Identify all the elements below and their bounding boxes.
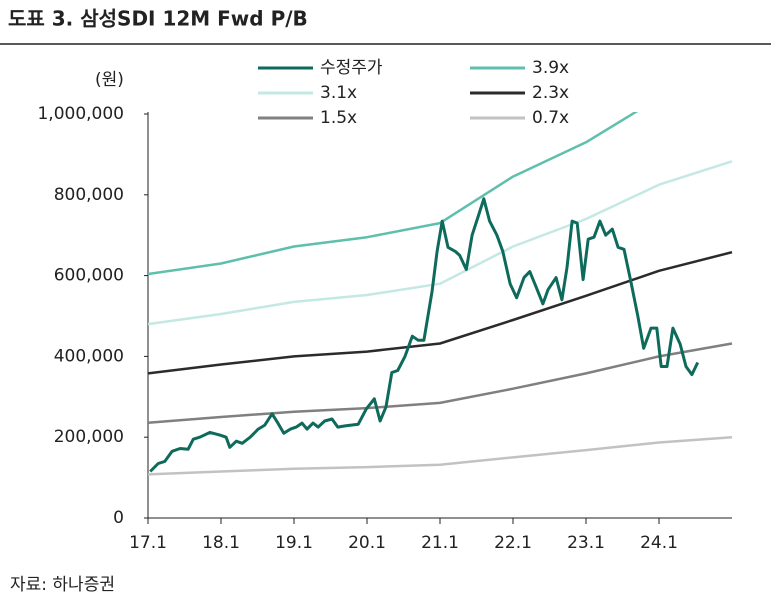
series-line xyxy=(148,250,733,375)
y-unit: (원) xyxy=(95,70,124,90)
x-tick-label: 24.1 xyxy=(640,533,678,553)
legend-label: 수정주가 xyxy=(320,58,383,78)
x-tick-label: 21.1 xyxy=(421,533,459,553)
source: 자료: 하나증권 xyxy=(10,575,115,595)
x-tick-label: 22.1 xyxy=(494,533,532,553)
x-tick-label: 19.1 xyxy=(275,533,313,553)
legend-label: 1.5x xyxy=(320,108,357,128)
legend-label: 0.7x xyxy=(532,108,569,128)
x-tick-label: 20.1 xyxy=(348,533,386,553)
y-tick-label: 400,000 xyxy=(54,346,124,366)
series-line xyxy=(148,342,733,424)
series-line xyxy=(148,160,733,326)
y-tick-label: 0 xyxy=(113,508,124,528)
series-line xyxy=(149,197,700,473)
chart-title: 도표 3. 삼성SDI 12M Fwd P/B xyxy=(8,7,308,31)
legend-label: 3.1x xyxy=(320,83,357,103)
x-tick-label: 23.1 xyxy=(567,533,605,553)
series-line xyxy=(148,435,733,476)
y-tick-label: 200,000 xyxy=(54,427,124,447)
plot-lines xyxy=(148,112,733,476)
x-tick-label: 18.1 xyxy=(202,533,240,553)
series-line xyxy=(148,112,639,276)
legend-label: 2.3x xyxy=(532,83,569,103)
y-tick-label: 1,000,000 xyxy=(37,104,124,124)
legend-label: 3.9x xyxy=(532,58,569,78)
y-tick-label: 800,000 xyxy=(54,185,124,205)
y-tick-label: 600,000 xyxy=(54,266,124,286)
x-tick-label: 17.1 xyxy=(129,533,167,553)
